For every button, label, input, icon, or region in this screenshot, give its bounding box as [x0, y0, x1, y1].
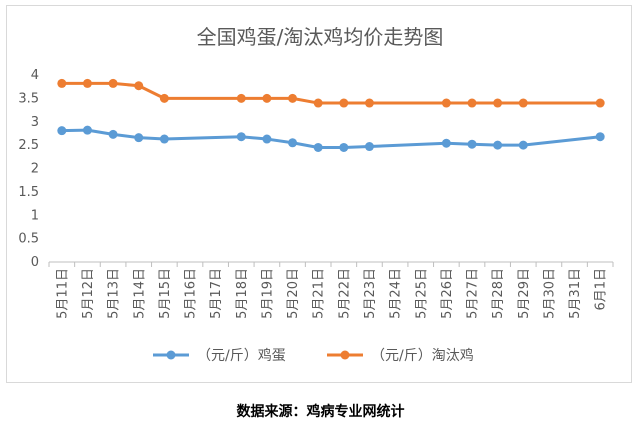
y-tick-label: 3.5 [18, 91, 39, 106]
series-1-point [108, 78, 118, 88]
series-line-0 [61, 128, 601, 149]
x-tick-label: 5月25日 [414, 268, 429, 319]
x-tick-label: 5月11日 [55, 268, 70, 319]
series-0-point [339, 142, 349, 152]
x-tick-label: 5月18日 [235, 268, 250, 319]
y-tick-label: 2 [31, 162, 39, 177]
series-line-1 [61, 81, 601, 105]
x-tick-label: 5月31日 [568, 268, 583, 319]
series-1-point [364, 98, 374, 108]
chart-title: 全国鸡蛋/淘汰鸡均价走势图 [197, 25, 444, 49]
line-chart: 全国鸡蛋/淘汰鸡均价走势图 0 0.5 1 1.5 2 2.5 3 3.5 4 5月11日 5月12… [18, 25, 614, 364]
x-tick-label: 5月20日 [286, 268, 301, 319]
x-tick-label: 5月19日 [260, 268, 275, 319]
series-0-point [467, 139, 477, 149]
x-tick-label: 5月14日 [132, 268, 147, 319]
series-1-point [57, 78, 67, 88]
x-tick-label: 5月17日 [209, 268, 224, 319]
series-1-point [493, 98, 503, 108]
series-0-point [518, 140, 528, 150]
series-0-point [313, 142, 323, 152]
y-tick-label: 3 [31, 115, 39, 130]
series-1-point [441, 98, 451, 108]
y-tick-label: 4 [31, 68, 39, 83]
legend-label-1: （元/斤）淘汰鸡 [371, 347, 474, 364]
series-0-point [441, 138, 451, 148]
x-tick-label: 5月29日 [517, 268, 532, 319]
x-tick-label: 5月22日 [337, 268, 352, 319]
series-1-point [467, 98, 477, 108]
x-tick-label: 5月27日 [466, 268, 481, 319]
series-1-point [339, 98, 349, 108]
x-tick-label: 5月24日 [389, 268, 404, 319]
y-tick-label: 1.5 [18, 185, 39, 200]
series-1-point [134, 81, 144, 91]
legend-swatch-marker-0 [166, 350, 176, 360]
x-tick-label: 5月26日 [440, 268, 455, 319]
legend-swatch-marker-1 [340, 350, 350, 360]
series-0-point [159, 134, 169, 144]
chart-container: 全国鸡蛋/淘汰鸡均价走势图 0 0.5 1 1.5 2 2.5 3 3.5 4 5月11日 5月12… [6, 5, 632, 383]
series-0-point [595, 132, 605, 142]
series-1-point [236, 93, 246, 103]
series-0-point [236, 132, 246, 142]
series-0-point [364, 142, 374, 152]
series-1-point [313, 98, 323, 108]
x-tick-label: 5月12日 [81, 268, 96, 319]
y-tick-label: 0.5 [18, 232, 39, 247]
series-0-point [493, 140, 503, 150]
y-tick-label: 1 [31, 208, 39, 223]
x-tick-label: 5月13日 [107, 268, 122, 319]
series-1-point [262, 93, 272, 103]
x-tick-label: 5月23日 [363, 268, 378, 319]
series-0-point [57, 126, 67, 136]
x-tick-label: 5月30日 [542, 268, 557, 319]
series-0-point [108, 129, 118, 139]
series-1-point [518, 98, 528, 108]
x-tick-label: 5月16日 [184, 268, 199, 319]
source-caption: 数据来源：鸡病专业网统计 [236, 404, 405, 420]
series-1-point [82, 78, 92, 88]
series-0-point [82, 125, 92, 135]
series-0-point [134, 133, 144, 143]
x-tick-label: 6月1日 [594, 268, 609, 311]
y-tick-label: 0 [31, 255, 39, 270]
series-0-point [288, 138, 298, 148]
x-tick-label: 5月28日 [491, 268, 506, 319]
y-tick-label: 2.5 [18, 138, 39, 153]
series-1-point [159, 93, 169, 103]
x-tick-label: 5月21日 [312, 268, 327, 319]
series-1-point [288, 93, 298, 103]
x-tick-label: 5月15日 [158, 268, 173, 319]
series-0-point [262, 134, 272, 144]
series-1-point [595, 98, 605, 108]
legend-label-0: （元/斤）鸡蛋 [197, 347, 286, 364]
